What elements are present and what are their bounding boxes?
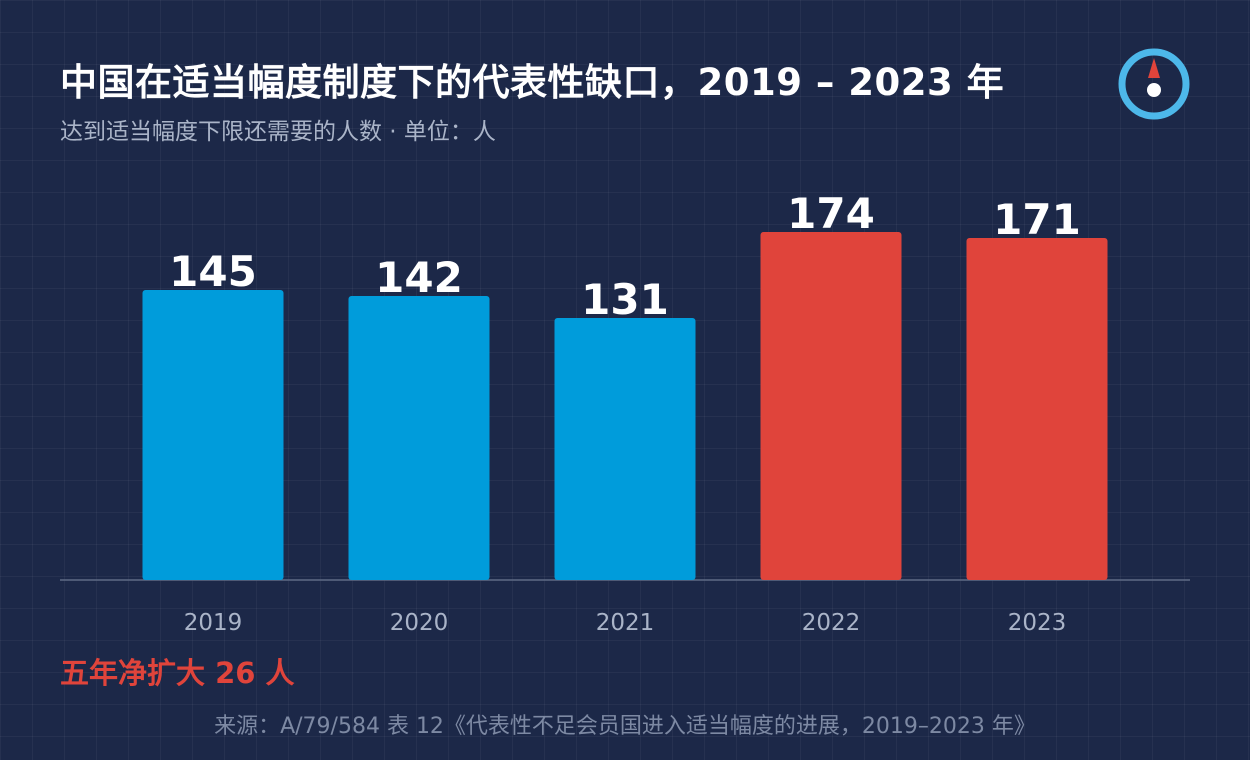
value-label-2023: 171: [993, 195, 1081, 244]
x-tick-label-2019: 2019: [184, 610, 243, 636]
value-label-2021: 131: [581, 275, 669, 324]
chart-subtitle: 达到适当幅度下限还需要的人数 · 单位：人: [60, 119, 496, 145]
x-tick-label-2020: 2020: [390, 610, 449, 636]
bar-2022: [760, 232, 902, 580]
value-label-2020: 142: [375, 253, 463, 302]
bar-2020: [348, 296, 490, 580]
summary-note: 五年净扩大 26 人: [60, 656, 295, 690]
compass-needle: [1148, 58, 1160, 78]
bar-2023: [966, 238, 1108, 580]
source-note: 来源：A/79/584 表 12《代表性不足会员国进入适当幅度的进展，2019–…: [214, 714, 1036, 739]
x-tick-label-2022: 2022: [802, 610, 861, 636]
value-label-group: 145 142 131 174 171: [169, 189, 1081, 324]
value-label-2019: 145: [169, 247, 257, 296]
chart-title: 中国在适当幅度制度下的代表性缺口，2019 – 2023 年: [60, 61, 1005, 104]
bar-group: [142, 232, 1108, 580]
compass-ring: [1118, 48, 1190, 120]
x-tick-label-group: 2019 2020 2021 2022 2023: [184, 610, 1067, 636]
compass-dot: [1147, 83, 1161, 97]
value-label-2022: 174: [787, 189, 875, 238]
x-tick-label-2023: 2023: [1008, 610, 1067, 636]
x-tick-label-2021: 2021: [596, 610, 655, 636]
bar-2019: [142, 290, 284, 580]
compass-icon: [1118, 48, 1190, 120]
bar-2021: [554, 318, 696, 580]
